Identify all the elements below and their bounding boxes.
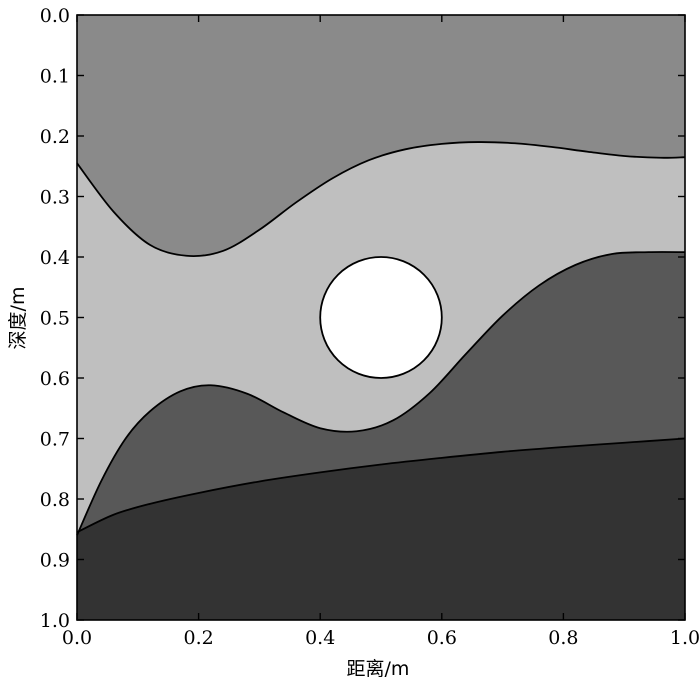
soil-layer-4 [77,438,685,620]
x-tick-label: 0.0 [62,627,92,649]
boundary-middle-line [76,251,686,536]
y-tick-label: 0.4 [40,247,70,269]
y-tick-label: 0.8 [40,489,70,511]
y-tick-label: 1.0 [40,610,70,632]
y-tick-label: 0.5 [40,308,70,330]
y-tick-label: 0.6 [40,368,70,390]
x-axis-label: 距离/m [347,658,410,680]
y-tick-label: 0.2 [40,126,70,148]
x-tick-label: 0.2 [183,627,213,649]
x-tick-label: 0.4 [305,627,335,649]
x-tick-label: 1.0 [670,627,700,649]
x-tick-label: 0.8 [548,627,578,649]
soil-layer-3 [77,252,685,536]
plot-area [76,14,686,621]
x-tick-label: 0.6 [427,627,457,649]
soil-layer-1 [77,15,685,257]
circular-void [319,256,443,379]
y-tick-label: 0.0 [40,5,70,27]
y-tick-label: 0.3 [40,187,70,209]
y-axis-label: 深度/m [7,287,29,350]
y-tick-label: 0.7 [40,429,70,451]
y-tick-label: 0.9 [40,550,70,572]
y-tick-label: 0.1 [40,66,70,88]
boundary-lower-line [76,437,686,534]
boundary-upper-line [76,141,686,257]
axis-ticks: 0.0 0.2 0.4 0.6 0.8 1.00.00.10.20.30.40.50.60… [40,5,700,649]
